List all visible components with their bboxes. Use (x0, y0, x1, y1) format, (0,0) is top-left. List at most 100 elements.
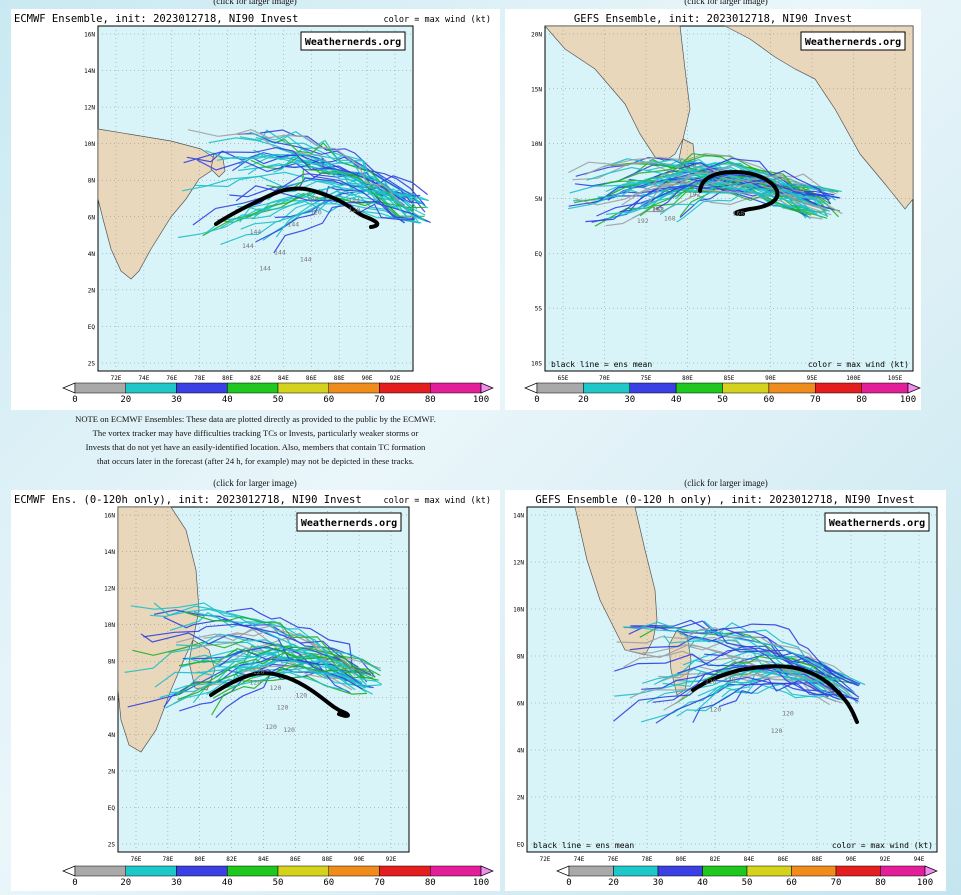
colorbar-tick-label: 100 (900, 395, 916, 405)
x-tick-label: 84E (744, 856, 755, 863)
colorbar-segment (176, 382, 228, 394)
y-tick-label: 5N (535, 196, 543, 203)
ensemble-mean-track (698, 169, 780, 216)
ensemble-track (175, 652, 360, 697)
colorbar-segment (328, 865, 380, 877)
gefs-120h-panel[interactable]: GEFS Ensemble (0-120 h only) , init: 202… (505, 490, 946, 891)
panel3-caption[interactable]: (click for larger image) (213, 478, 297, 488)
colorbar-right-arrow (480, 865, 494, 877)
ensemble-track (247, 160, 429, 223)
x-tick-label: 78E (194, 375, 205, 382)
y-tick-label: 16N (104, 513, 115, 520)
forecast-hour-label: 144 (307, 195, 319, 203)
forecast-hour-label: 120 (724, 676, 736, 684)
colorbar-segment (722, 382, 770, 394)
y-tick-label: 14N (104, 549, 115, 556)
colorbar-segment (536, 382, 584, 394)
colorbar-tick-label: 100 (473, 878, 489, 888)
colorbar-tick-label: 70 (810, 395, 821, 405)
color-legend-label: color = max wind (kt) (384, 15, 491, 25)
forecast-hour-label: 168 (732, 210, 744, 218)
colorbar-tick-label: 60 (323, 395, 334, 405)
x-tick-label: 76E (608, 856, 619, 863)
colorbar-tick-label: 60 (323, 878, 334, 888)
x-tick-label: 90E (354, 856, 365, 863)
ensemble-track (655, 173, 823, 210)
ensemble-track (206, 185, 429, 233)
gefs-ensemble-panel[interactable]: GEFS Ensemble, init: 2023012718, NI90 In… (505, 9, 921, 410)
colorbar-segment (675, 382, 723, 394)
panel2-caption[interactable]: (click for larger image) (684, 0, 768, 6)
ensemble-mean-track (214, 186, 380, 229)
panel1-caption[interactable]: (click for larger image) (213, 0, 297, 6)
x-tick-label: 84E (278, 375, 289, 382)
forecast-hour-label: 120 (771, 727, 783, 735)
colorbar-tick-label: 0 (534, 395, 539, 405)
panel-title: ECMWF Ensemble, init: 2023012718, NI90 I… (14, 13, 298, 25)
colorbar-tick-label: 60 (763, 395, 774, 405)
y-tick-label: 2N (88, 287, 96, 294)
colorbar-segment (880, 865, 926, 877)
ensemble-mean-track (691, 664, 859, 724)
y-tick-label: 16N (84, 32, 95, 39)
ecmwf-note: NOTE on ECMWF Ensembles: These data are … (11, 412, 500, 468)
colorbar-tick-label: 70 (374, 395, 385, 405)
x-tick-label: 82E (250, 375, 261, 382)
gefs-ensemble-map: GEFS Ensemble, init: 2023012718, NI90 In… (524, 13, 921, 405)
ensemble-track (621, 172, 805, 206)
colorbar-tick-label: 70 (831, 878, 842, 888)
colorbar-tick-label: 30 (171, 395, 182, 405)
ensemble-track (619, 176, 831, 213)
colorbar-segment (227, 382, 279, 394)
colorbar-segment (768, 382, 816, 394)
colorbar-segment (657, 865, 703, 877)
colorbar-left-arrow (62, 865, 76, 877)
forecast-hour-label: 120 (349, 206, 361, 214)
ensemble-track (175, 633, 363, 681)
colorbar-tick-label: 60 (786, 878, 797, 888)
y-tick-label: 2N (108, 768, 116, 775)
color-legend-label: color = max wind (kt) (384, 496, 491, 506)
x-tick-label: 90E (765, 375, 776, 382)
colorbar-segment (861, 382, 909, 394)
forecast-hour-label: 120 (782, 710, 794, 718)
ecmwf-120h-panel[interactable]: ECMWF Ens. (0-120h only), init: 20230127… (11, 490, 500, 891)
x-tick-label: 80E (682, 375, 693, 382)
x-tick-label: 76E (131, 856, 142, 863)
ecmwf-ensemble-panel[interactable]: ECMWF Ensemble, init: 2023012718, NI90 I… (11, 9, 500, 410)
color-legend-label: color = max wind (kt) (808, 360, 909, 369)
forecast-hour-label: 120 (310, 209, 322, 217)
colorbar-segment (74, 865, 126, 877)
y-tick-label: 10N (84, 141, 95, 148)
y-tick-label: 6N (88, 214, 96, 221)
watermark-box (824, 512, 930, 532)
x-tick-label: 74E (574, 856, 585, 863)
ensemble-track (585, 178, 835, 223)
ensemble-track (677, 647, 861, 685)
colorbar-right-arrow (924, 865, 938, 877)
x-tick-label: 76E (166, 375, 177, 382)
y-tick-label: 20N (531, 32, 542, 39)
x-tick-label: 80E (676, 856, 687, 863)
colorbar-segment (430, 865, 482, 877)
panel4-caption[interactable]: (click for larger image) (684, 478, 768, 488)
colorbar-tick-label: 50 (742, 878, 753, 888)
ensemble-track (640, 682, 837, 723)
y-tick-label: 15N (531, 86, 542, 93)
watermark-box (800, 31, 906, 51)
y-tick-label: 10N (104, 622, 115, 629)
color-legend-label: color = max wind (kt) (832, 841, 933, 850)
y-tick-label: EQ (535, 251, 543, 258)
y-tick-label: 10N (513, 607, 524, 614)
x-tick-label: 92E (390, 375, 401, 382)
x-tick-label: 105E (888, 375, 903, 382)
colorbar-segment (702, 865, 748, 877)
x-tick-label: 65E (558, 375, 569, 382)
colorbar-tick-label: 20 (120, 878, 131, 888)
colorbar-segment (613, 865, 659, 877)
panel-title: GEFS Ensemble (0-120 h only) , init: 202… (535, 494, 914, 506)
ensemble-track (692, 678, 840, 723)
colorbar-tick-label: 40 (222, 395, 233, 405)
ensemble-track (624, 620, 828, 679)
colorbar-tick-label: 20 (608, 878, 619, 888)
